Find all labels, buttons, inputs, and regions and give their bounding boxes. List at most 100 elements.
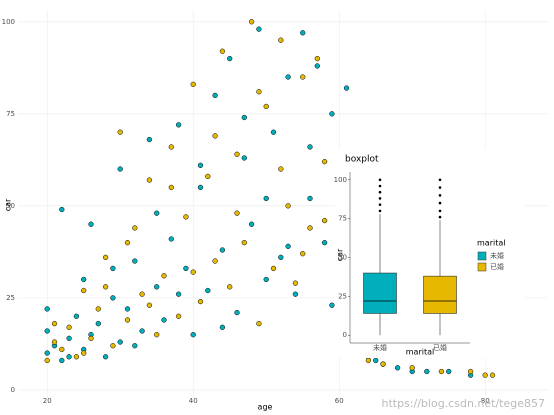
point (307, 144, 313, 150)
point (227, 55, 233, 62)
outlier (378, 190, 382, 194)
outlier (438, 178, 442, 182)
point (102, 254, 109, 261)
point (219, 247, 226, 253)
point (44, 357, 50, 364)
point (51, 339, 58, 345)
legend-title: marital (477, 239, 505, 248)
legend-label: 未婚 (490, 251, 504, 260)
legend-label: 已婚 (490, 262, 504, 271)
inset-y-label: car (336, 248, 345, 261)
point (263, 195, 269, 202)
point (110, 265, 116, 272)
point (234, 210, 240, 216)
point (234, 151, 240, 157)
point (124, 317, 131, 323)
point (278, 37, 284, 43)
point (117, 129, 123, 135)
point (102, 354, 109, 360)
point (278, 166, 284, 172)
point (59, 346, 65, 353)
point (175, 313, 182, 319)
point (66, 354, 72, 360)
y-tick-label: 0 (343, 331, 347, 339)
point (44, 328, 50, 334)
point (168, 184, 174, 191)
point (81, 276, 87, 283)
point (270, 129, 277, 135)
point (88, 335, 94, 342)
y-tick-label: 25 (338, 292, 347, 300)
point (248, 19, 255, 25)
point (205, 287, 211, 294)
y-axis-label: car (4, 198, 13, 211)
box (423, 275, 457, 314)
y-tick-label: 100 (334, 176, 347, 184)
point (197, 184, 204, 191)
point (227, 284, 233, 290)
point (285, 74, 291, 80)
point (132, 258, 138, 264)
point (110, 295, 116, 301)
point (183, 265, 189, 272)
point (139, 328, 145, 334)
point (314, 63, 320, 69)
outlier (438, 209, 442, 213)
x-tick-label: 已婚 (433, 343, 447, 352)
point (190, 332, 196, 338)
point (300, 251, 306, 257)
point (285, 243, 291, 249)
point (446, 368, 452, 375)
point (307, 195, 313, 202)
point (343, 85, 350, 91)
point (373, 357, 379, 364)
point (175, 291, 182, 297)
point (110, 343, 116, 349)
y-tick-label: 75 (338, 215, 347, 223)
point (292, 280, 299, 286)
point (66, 324, 72, 330)
point (409, 365, 415, 371)
y-tick-label: 75 (6, 110, 15, 118)
point (59, 206, 65, 213)
outlier (378, 184, 382, 188)
point (154, 332, 160, 338)
point (183, 214, 189, 220)
point (88, 221, 94, 227)
y-tick-label: 50 (338, 254, 347, 262)
point (73, 313, 80, 319)
point (300, 30, 306, 36)
point (132, 225, 138, 231)
point (212, 133, 218, 139)
point (263, 276, 269, 283)
inset-title: boxplot (345, 155, 379, 165)
box (363, 272, 397, 314)
point (168, 144, 174, 150)
point (270, 265, 277, 272)
point (489, 372, 496, 378)
point (102, 284, 109, 290)
outlier (378, 178, 382, 182)
point (154, 210, 160, 216)
point (365, 357, 372, 364)
point (124, 240, 131, 246)
point (424, 368, 430, 375)
x-tick-label: 未婚 (373, 343, 387, 352)
point (321, 240, 328, 246)
x-tick-label: 80 (481, 397, 490, 405)
y-tick-label: 0 (11, 386, 15, 394)
legend-key (477, 251, 487, 261)
point (241, 240, 247, 246)
point (256, 89, 262, 95)
point (329, 302, 335, 308)
inset-panel (335, 150, 525, 358)
point (190, 81, 196, 88)
point (394, 365, 401, 371)
point (329, 111, 335, 117)
point (241, 155, 247, 161)
outlier (438, 194, 442, 197)
point (212, 92, 218, 99)
point (175, 122, 182, 128)
point (219, 48, 226, 54)
outlier (438, 201, 442, 205)
